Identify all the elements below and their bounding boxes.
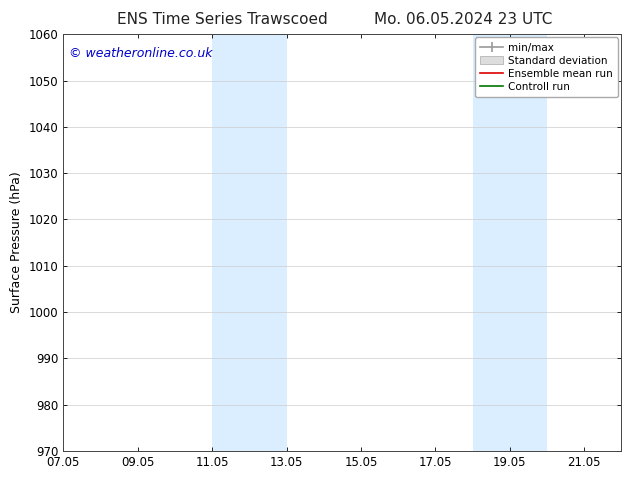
Text: © weatheronline.co.uk: © weatheronline.co.uk xyxy=(69,47,212,60)
Text: Mo. 06.05.2024 23 UTC: Mo. 06.05.2024 23 UTC xyxy=(373,12,552,27)
Text: ENS Time Series Trawscoed: ENS Time Series Trawscoed xyxy=(117,12,327,27)
Bar xyxy=(212,34,287,451)
Bar xyxy=(472,34,547,451)
Legend: min/max, Standard deviation, Ensemble mean run, Controll run: min/max, Standard deviation, Ensemble me… xyxy=(475,37,618,97)
Y-axis label: Surface Pressure (hPa): Surface Pressure (hPa) xyxy=(10,172,23,314)
